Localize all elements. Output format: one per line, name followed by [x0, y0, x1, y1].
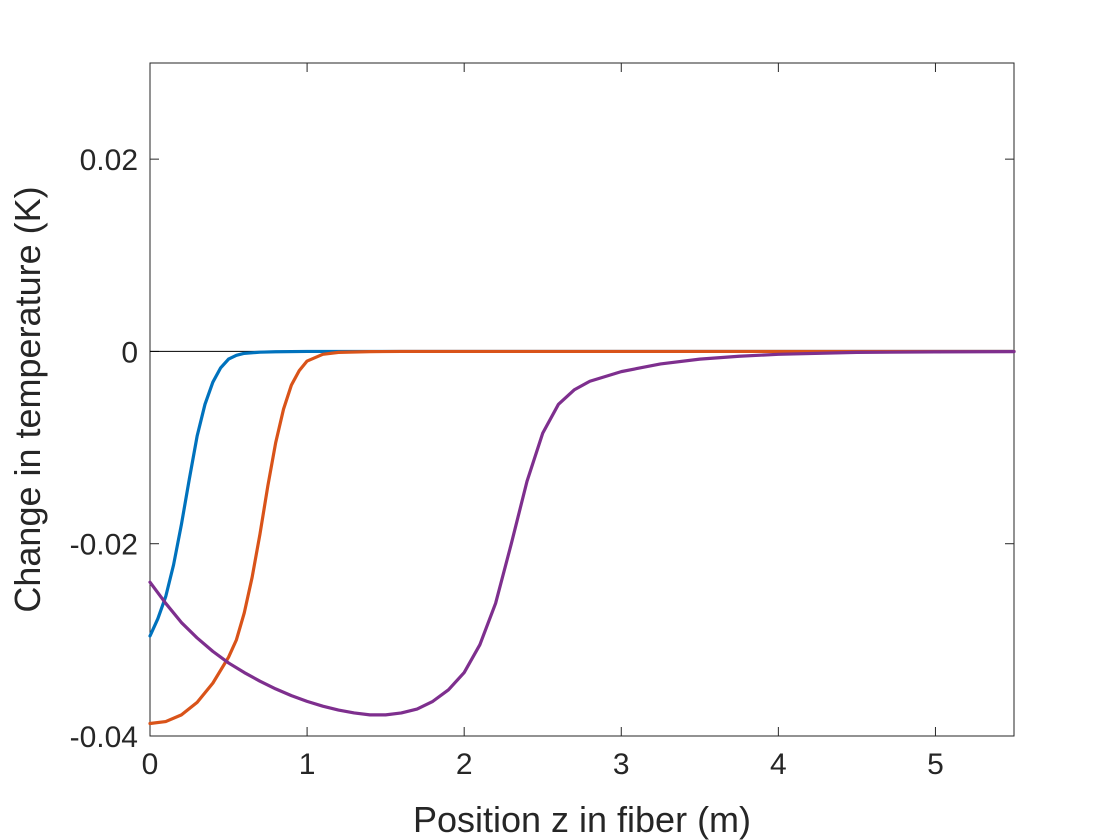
- series-line-2: [148, 349, 1016, 726]
- y-tick-label: 0.02: [80, 144, 138, 177]
- x-tick-label: 4: [770, 748, 787, 781]
- series-group: [148, 349, 1016, 726]
- y-tick-label: 0: [121, 336, 138, 369]
- tick-labels: 0 1 2 3 4 5 -0.04 -0.02 0 0.02: [70, 144, 944, 781]
- plot-area: [149, 62, 1015, 737]
- plot-box: [149, 62, 1015, 737]
- y-tick-label: -0.02: [70, 529, 138, 562]
- x-tick-label: 5: [927, 748, 944, 781]
- x-tick-label: 2: [456, 748, 473, 781]
- y-tick-label: -0.04: [70, 721, 138, 754]
- x-tick-label: 3: [613, 748, 630, 781]
- series-line-3: [148, 350, 1016, 717]
- y-axis-label: Change in temperature (K): [7, 186, 48, 612]
- x-axis-label: Position z in fiber (m): [413, 799, 751, 840]
- x-tick-label: 0: [142, 748, 159, 781]
- series-line-1: [148, 349, 1016, 638]
- x-tick-label: 1: [299, 748, 316, 781]
